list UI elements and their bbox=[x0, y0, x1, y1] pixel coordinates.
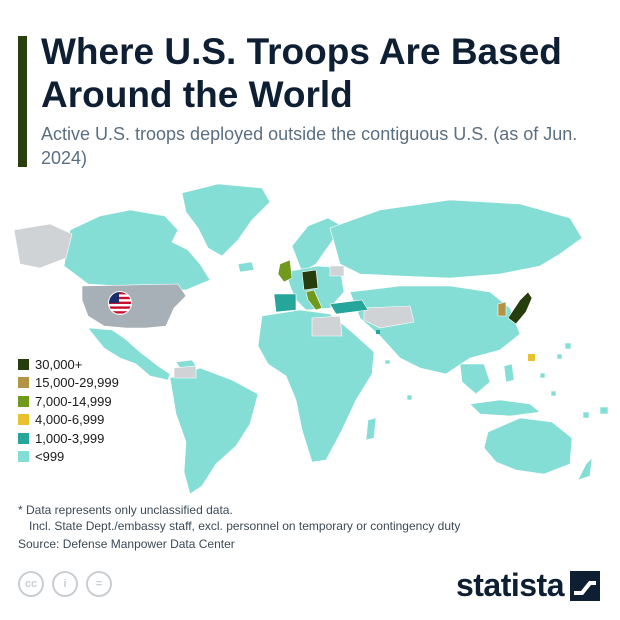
no-derivatives-icon[interactable]: = bbox=[86, 571, 112, 597]
legend-item: 7,000-14,999 bbox=[18, 392, 119, 411]
statista-logo-icon bbox=[570, 570, 600, 601]
map-legend: 30,000+ 15,000-29,999 7,000-14,999 4,000… bbox=[18, 355, 119, 466]
southeast-asia bbox=[459, 363, 491, 395]
legend-item: 15,000-29,999 bbox=[18, 374, 119, 393]
footnote: * Data represents only unclassified data… bbox=[18, 502, 608, 534]
page-subtitle: Active U.S. troops deployed outside the … bbox=[41, 124, 578, 168]
venezuela bbox=[173, 365, 197, 379]
page-title: Where U.S. Troops Are Based Around the W… bbox=[41, 31, 562, 115]
legend-label: 30,000+ bbox=[35, 356, 83, 372]
footnote-line-2: Incl. State Dept./embassy staff, excl. p… bbox=[29, 519, 461, 533]
title-accent-bar bbox=[18, 36, 27, 167]
russia-west bbox=[329, 265, 345, 277]
footnote-line-1: * Data represents only unclassified data… bbox=[18, 503, 233, 517]
australia bbox=[483, 417, 573, 475]
country-bahrain bbox=[376, 330, 380, 334]
legend-swatch bbox=[18, 358, 29, 370]
russia bbox=[329, 199, 583, 279]
legend-label: 15,000-29,999 bbox=[35, 375, 119, 391]
new-zealand bbox=[577, 457, 593, 481]
philippines bbox=[503, 363, 515, 383]
legend-item: 4,000-6,999 bbox=[18, 411, 119, 430]
country-south-korea bbox=[497, 301, 507, 317]
south-america bbox=[169, 367, 259, 495]
world-map bbox=[13, 183, 609, 495]
legend-swatch bbox=[18, 451, 29, 463]
iran bbox=[363, 305, 415, 329]
us-flag-icon bbox=[108, 291, 132, 315]
country-germany bbox=[301, 269, 319, 291]
territory-guam bbox=[528, 354, 535, 361]
legend-label: 4,000-6,999 bbox=[35, 412, 105, 428]
madagascar bbox=[365, 417, 377, 441]
brand-name: statista bbox=[455, 567, 565, 603]
iceland bbox=[237, 261, 255, 273]
legend-swatch bbox=[18, 432, 29, 444]
country-italy bbox=[305, 289, 323, 311]
asia bbox=[349, 285, 521, 375]
attribution-icon[interactable]: i bbox=[52, 571, 78, 597]
libya bbox=[311, 315, 343, 337]
canada bbox=[63, 209, 211, 291]
legend-swatch bbox=[18, 377, 29, 389]
legend-item: 1,000-3,999 bbox=[18, 429, 119, 448]
greenland bbox=[181, 183, 271, 257]
legend-item: <999 bbox=[18, 448, 119, 467]
statista-logo[interactable]: statista bbox=[456, 567, 600, 604]
legend-label: 7,000-14,999 bbox=[35, 393, 112, 409]
license-icons: cc i = bbox=[18, 571, 112, 597]
country-united-kingdom bbox=[277, 259, 293, 283]
country-turkey bbox=[329, 299, 369, 315]
legend-item: 30,000+ bbox=[18, 355, 119, 374]
legend-label: 1,000-3,999 bbox=[35, 430, 105, 446]
legend-swatch bbox=[18, 395, 29, 407]
country-spain bbox=[273, 293, 297, 313]
country-japan bbox=[507, 291, 533, 325]
united-states bbox=[81, 283, 187, 329]
alaska bbox=[13, 223, 73, 269]
legend-swatch bbox=[18, 414, 29, 426]
source-note: Source: Defense Manpower Data Center bbox=[18, 537, 235, 551]
cc-icon[interactable]: cc bbox=[18, 571, 44, 597]
legend-label: <999 bbox=[35, 449, 65, 465]
mexico-central-america bbox=[87, 327, 171, 381]
indonesia bbox=[469, 399, 541, 417]
